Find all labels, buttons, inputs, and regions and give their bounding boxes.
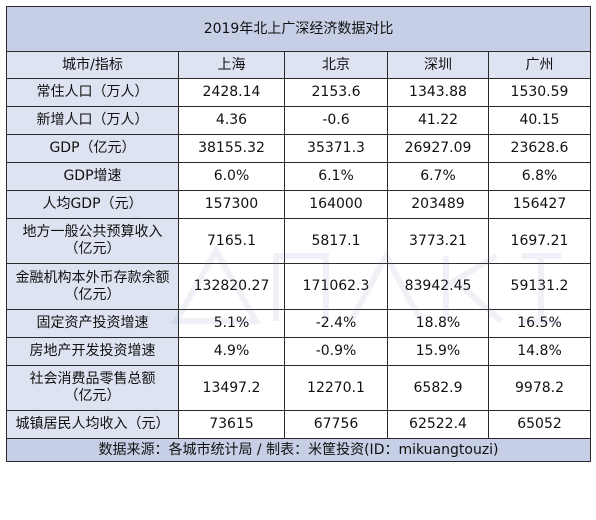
value-cell: 23628.6 <box>487 134 592 163</box>
value-cell: 67756 <box>284 410 388 439</box>
value-cell: 15.9% <box>387 337 489 366</box>
value-cell: 5817.1 <box>284 218 388 264</box>
metric-label-line: 固定资产投资增速 <box>36 315 149 331</box>
value-cell: 7165.1 <box>178 218 285 264</box>
header-row: 城市/指标 上海 北京 深圳 广州 <box>6 51 592 79</box>
metric-label-line: 人均GDP（元） <box>42 196 143 212</box>
metric-label: 地方一般公共预算收入 （亿元） <box>6 218 179 264</box>
header-city-shenzhen: 深圳 <box>387 51 489 79</box>
table-title: 2019年北上广深经济数据对比 <box>5 6 592 52</box>
metric-label: 社会消费品零售总额 （亿元） <box>6 365 179 411</box>
value-cell: 1343.88 <box>387 78 489 107</box>
table-row: GDP（亿元） 38155.32 35371.3 26927.09 23628.6 <box>6 134 592 163</box>
metric-label-line: 社会消费品零售总额 <box>29 371 156 387</box>
metric-label: 城镇居民人均收入（元） <box>6 410 179 439</box>
value-cell: 171062.3 <box>284 263 388 310</box>
value-cell: 26927.09 <box>387 134 489 163</box>
table-row: 人均GDP（元） 157300 164000 203489 156427 <box>6 190 592 219</box>
metric-label-line: （亿元） <box>64 388 121 404</box>
metric-label-line: 新增人口（万人） <box>36 112 149 128</box>
metric-label: 新增人口（万人） <box>6 106 179 135</box>
value-cell: 6582.9 <box>387 365 489 411</box>
value-cell: 14.8% <box>487 337 592 366</box>
source-footer: 数据来源：各城市统计局 / 制表：米筐投资(ID：mikuangtouzi) <box>5 438 592 462</box>
value-cell: 62522.4 <box>387 410 489 439</box>
table-row: 金融机构本外币存款余额 （亿元） 132820.27 171062.3 83942.45… <box>6 263 592 310</box>
value-cell: 40.15 <box>487 106 592 135</box>
value-cell: 12270.1 <box>284 365 388 411</box>
value-cell: 18.8% <box>387 309 489 338</box>
table-row: 房地产开发投资增速 4.9% -0.9% 15.9% 14.8% <box>6 337 592 366</box>
header-city-shanghai: 上海 <box>178 51 285 79</box>
value-cell: 1697.21 <box>487 218 592 264</box>
value-cell: 2428.14 <box>178 78 285 107</box>
table-row: 城镇居民人均收入（元） 73615 67756 62522.4 65052 <box>6 410 592 439</box>
value-cell: 9978.2 <box>487 365 592 411</box>
metric-label-line: 地方一般公共预算收入 <box>22 224 163 240</box>
table-row: GDP增速 6.0% 6.1% 6.7% 6.8% <box>6 162 592 191</box>
metric-label-line: 常住人口（万人） <box>36 84 149 100</box>
value-cell: 157300 <box>178 190 285 219</box>
header-city-guangzhou: 广州 <box>487 51 592 79</box>
value-cell: 73615 <box>178 410 285 439</box>
value-cell: 3773.21 <box>387 218 489 264</box>
metric-label-line: 金融机构本外币存款余额 <box>15 269 170 286</box>
metric-label: 人均GDP（元） <box>6 190 179 219</box>
value-cell: 6.1% <box>284 162 388 191</box>
value-cell: 6.7% <box>387 162 489 191</box>
metric-label: 房地产开发投资增速 <box>6 337 179 366</box>
metric-label-line: GDP增速 <box>63 168 122 184</box>
header-label: 城市/指标 <box>6 51 179 79</box>
value-cell: 83942.45 <box>387 263 489 310</box>
metric-label: 金融机构本外币存款余额 （亿元） <box>6 263 179 310</box>
value-cell: 13497.2 <box>178 365 285 411</box>
table-row: 新增人口（万人） 4.36 -0.6 41.22 40.15 <box>6 106 592 135</box>
metric-label-line: 城镇居民人均收入（元） <box>15 416 170 432</box>
value-cell: 16.5% <box>487 309 592 338</box>
metric-label: GDP（亿元） <box>6 134 179 163</box>
value-cell: -0.6 <box>284 106 388 135</box>
table-row: 社会消费品零售总额 （亿元） 13497.2 12270.1 6582.9 9978.2 <box>6 365 592 411</box>
metric-label-line: 房地产开发投资增速 <box>29 343 156 359</box>
value-cell: 1530.59 <box>487 78 592 107</box>
table-row: 常住人口（万人） 2428.14 2153.6 1343.88 1530.59 <box>6 78 592 107</box>
header-city-beijing: 北京 <box>284 51 388 79</box>
metric-label: 常住人口（万人） <box>6 78 179 107</box>
table-row: 固定资产投资增速 5.1% -2.4% 18.8% 16.5% <box>6 309 592 338</box>
value-cell: 164000 <box>284 190 388 219</box>
value-cell: 35371.3 <box>284 134 388 163</box>
comparison-table-frame: 2019年北上广深经济数据对比 城市/指标 上海 北京 深圳 广州 常住人口（万… <box>5 6 592 514</box>
value-cell: 65052 <box>487 410 592 439</box>
value-cell: 38155.32 <box>178 134 285 163</box>
economic-comparison-table: 2019年北上广深经济数据对比 城市/指标 上海 北京 深圳 广州 常住人口（万… <box>5 6 592 462</box>
value-cell: 4.9% <box>178 337 285 366</box>
value-cell: -0.9% <box>284 337 388 366</box>
metric-label-line: GDP（亿元） <box>49 140 136 156</box>
value-cell: 6.0% <box>178 162 285 191</box>
value-cell: 5.1% <box>178 309 285 338</box>
value-cell: 41.22 <box>387 106 489 135</box>
value-cell: 2153.6 <box>284 78 388 107</box>
value-cell: 6.8% <box>487 162 592 191</box>
metric-label-line: （亿元） <box>64 241 121 257</box>
value-cell: 132820.27 <box>178 263 285 310</box>
table-row: 地方一般公共预算收入 （亿元） 7165.1 5817.1 3773.21 1697.21 <box>6 218 592 264</box>
value-cell: 4.36 <box>178 106 285 135</box>
value-cell: 156427 <box>487 190 592 219</box>
metric-label-line: （亿元） <box>64 286 121 303</box>
value-cell: 59131.2 <box>487 263 592 310</box>
metric-label: 固定资产投资增速 <box>6 309 179 338</box>
value-cell: -2.4% <box>284 309 388 338</box>
metric-label: GDP增速 <box>6 162 179 191</box>
value-cell: 203489 <box>387 190 489 219</box>
